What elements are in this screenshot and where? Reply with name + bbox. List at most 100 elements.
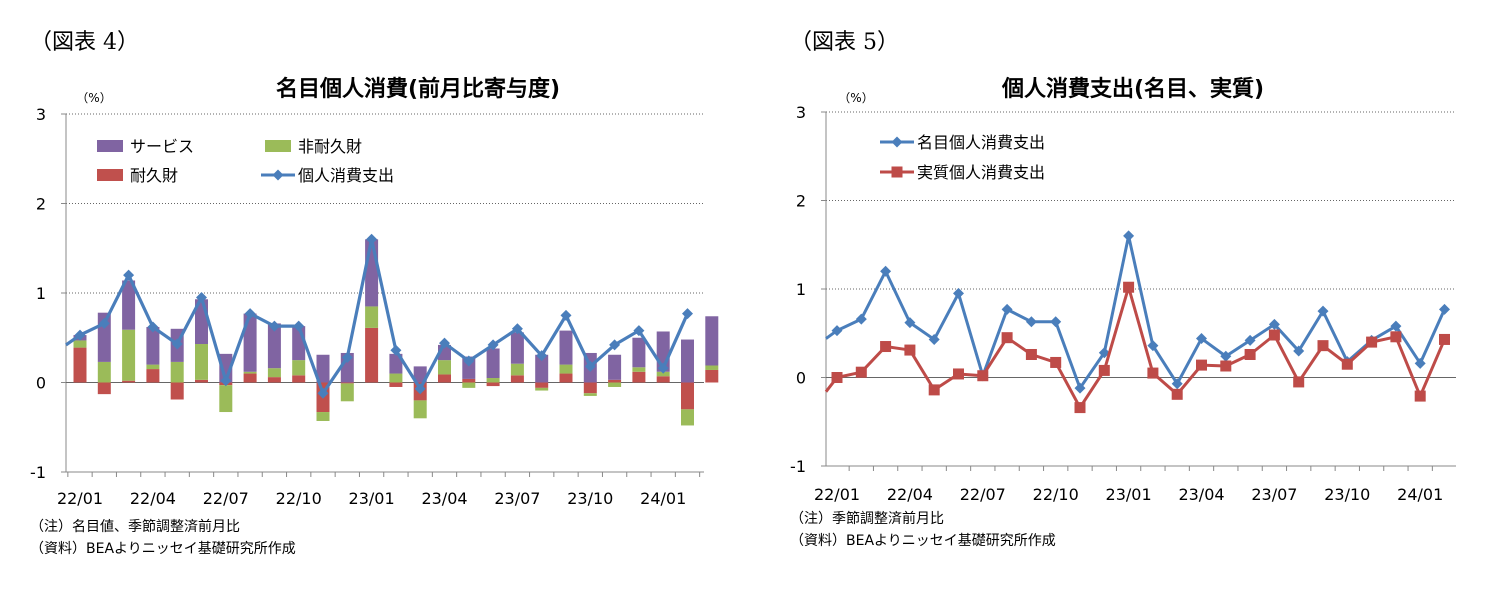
bar-segment-nondurables: [510, 363, 524, 376]
line-point: [268, 320, 280, 332]
x-tick-label: 22/01: [814, 485, 860, 504]
x-tick-label: 23/01: [1106, 485, 1152, 504]
line-point-nominal: [1196, 333, 1207, 345]
figure4-note-1: （注）名目値、季節調整済前月比: [30, 519, 240, 535]
line-point-real: [831, 372, 843, 383]
line-point-real: [928, 384, 940, 396]
bar-segment-durables: [462, 378, 476, 383]
line-point-nominal: [1293, 345, 1305, 357]
line-point: [147, 321, 159, 333]
bar-segment-services: [559, 330, 573, 365]
x-tick-label: 22/07: [960, 485, 1006, 504]
line-point-real: [1390, 331, 1402, 343]
line-point-real: [1171, 388, 1183, 400]
line-point-nominal: [1414, 357, 1426, 369]
bar-segment-durables: [438, 374, 451, 383]
line-point-real: [1244, 348, 1256, 360]
line-point: [74, 329, 86, 341]
line-point-nominal: [1244, 334, 1256, 346]
figure4-label: （図表 4）: [30, 30, 139, 55]
line-point-real: [1341, 358, 1353, 370]
bar-segment-durables: [583, 382, 597, 394]
x-tick-label: 22/01: [57, 489, 103, 508]
legend-marker: [891, 136, 903, 148]
line-point-real: [904, 344, 916, 356]
bar-segment-nondurables: [73, 340, 87, 348]
y-tick-label: 2: [36, 195, 46, 214]
x-tick-label: 23/10: [1324, 485, 1370, 504]
line-point-real: [880, 341, 892, 353]
bar-segment-durables: [486, 382, 500, 387]
bar-segment-nondurables: [195, 344, 208, 380]
bar-segment-durables: [705, 369, 719, 383]
line-point-nominal: [1098, 347, 1110, 359]
line-series-real: [824, 285, 1446, 410]
x-tick-label: 22/07: [203, 489, 249, 508]
bar-segment-nondurables: [146, 364, 160, 370]
x-tick-label: 24/01: [640, 489, 686, 508]
legend-marker: [891, 166, 903, 178]
y-tick-label: 0: [796, 369, 806, 388]
y-tick-label: 0: [36, 374, 46, 393]
bar-segment-nondurables: [681, 409, 694, 426]
line-point-nominal: [1025, 316, 1037, 328]
line-point-nominal: [1123, 230, 1135, 242]
bar-segment-nondurables: [656, 371, 670, 377]
bar-segment-nondurables: [365, 306, 379, 328]
bar-segment-services: [705, 316, 719, 366]
line-point-nominal: [1074, 382, 1086, 394]
y-tick-label: 1: [796, 280, 806, 299]
bar-segment-nondurables: [608, 382, 622, 387]
line-point-real: [1001, 332, 1013, 344]
bar-segment-services: [535, 354, 549, 383]
y-tick-label: -1: [30, 463, 46, 482]
y-tick-label: 1: [36, 284, 46, 303]
line-point-real: [1414, 390, 1426, 402]
bar-segment-durables: [608, 379, 622, 383]
line-point: [609, 339, 621, 351]
bar-segment-services: [681, 339, 694, 383]
line-point: [560, 309, 572, 321]
bar-segment-nondurables: [292, 360, 306, 376]
line-point-real: [1098, 364, 1110, 376]
bar-segment-nondurables: [267, 368, 281, 378]
x-tick-label: 23/04: [1178, 485, 1224, 504]
bar-segment-durables: [73, 347, 87, 383]
x-tick-label: 23/04: [421, 489, 467, 508]
line-point-nominal: [1220, 350, 1232, 362]
line-point-nominal: [1390, 320, 1402, 332]
line-point: [584, 360, 596, 372]
line-point: [366, 233, 378, 245]
line-point: [171, 338, 183, 350]
bar-segment-nondurables: [340, 383, 354, 402]
line-point-real: [1050, 356, 1062, 368]
bar-segment-durables: [510, 375, 524, 383]
bar-segment-services: [267, 323, 281, 369]
x-tick-label: 23/07: [1251, 485, 1297, 504]
line-point-nominal: [855, 313, 867, 325]
line-point-real: [953, 368, 964, 380]
legend-label: 個人消費支出: [298, 166, 394, 185]
legend-label: 耐久財: [130, 166, 178, 185]
line-point: [390, 344, 402, 356]
bar-segment-services: [146, 327, 160, 365]
line-point: [123, 269, 135, 281]
line-point: [657, 362, 669, 374]
bar-segment-services: [608, 354, 622, 380]
bar-segment-nondurables: [389, 373, 403, 383]
bar-segment-nondurables: [535, 387, 549, 391]
line-point: [414, 383, 426, 395]
line-point: [682, 308, 693, 320]
bar-segment-durables: [559, 373, 573, 383]
bar-segment-nondurables: [243, 371, 257, 374]
line-point-real: [1293, 376, 1305, 388]
y-tick-label: -1: [790, 457, 806, 476]
legend-swatch: [265, 140, 291, 152]
bar-segment-nondurables: [705, 365, 719, 370]
bar-segment-nondurables: [413, 400, 427, 419]
line-point: [220, 375, 232, 387]
bar-segment-nondurables: [170, 361, 184, 383]
figure4-notes: （注）名目値、季節調整済前月比 （資料）BEAよりニッセイ基礎研究所作成: [30, 516, 296, 560]
line-point: [511, 323, 523, 335]
